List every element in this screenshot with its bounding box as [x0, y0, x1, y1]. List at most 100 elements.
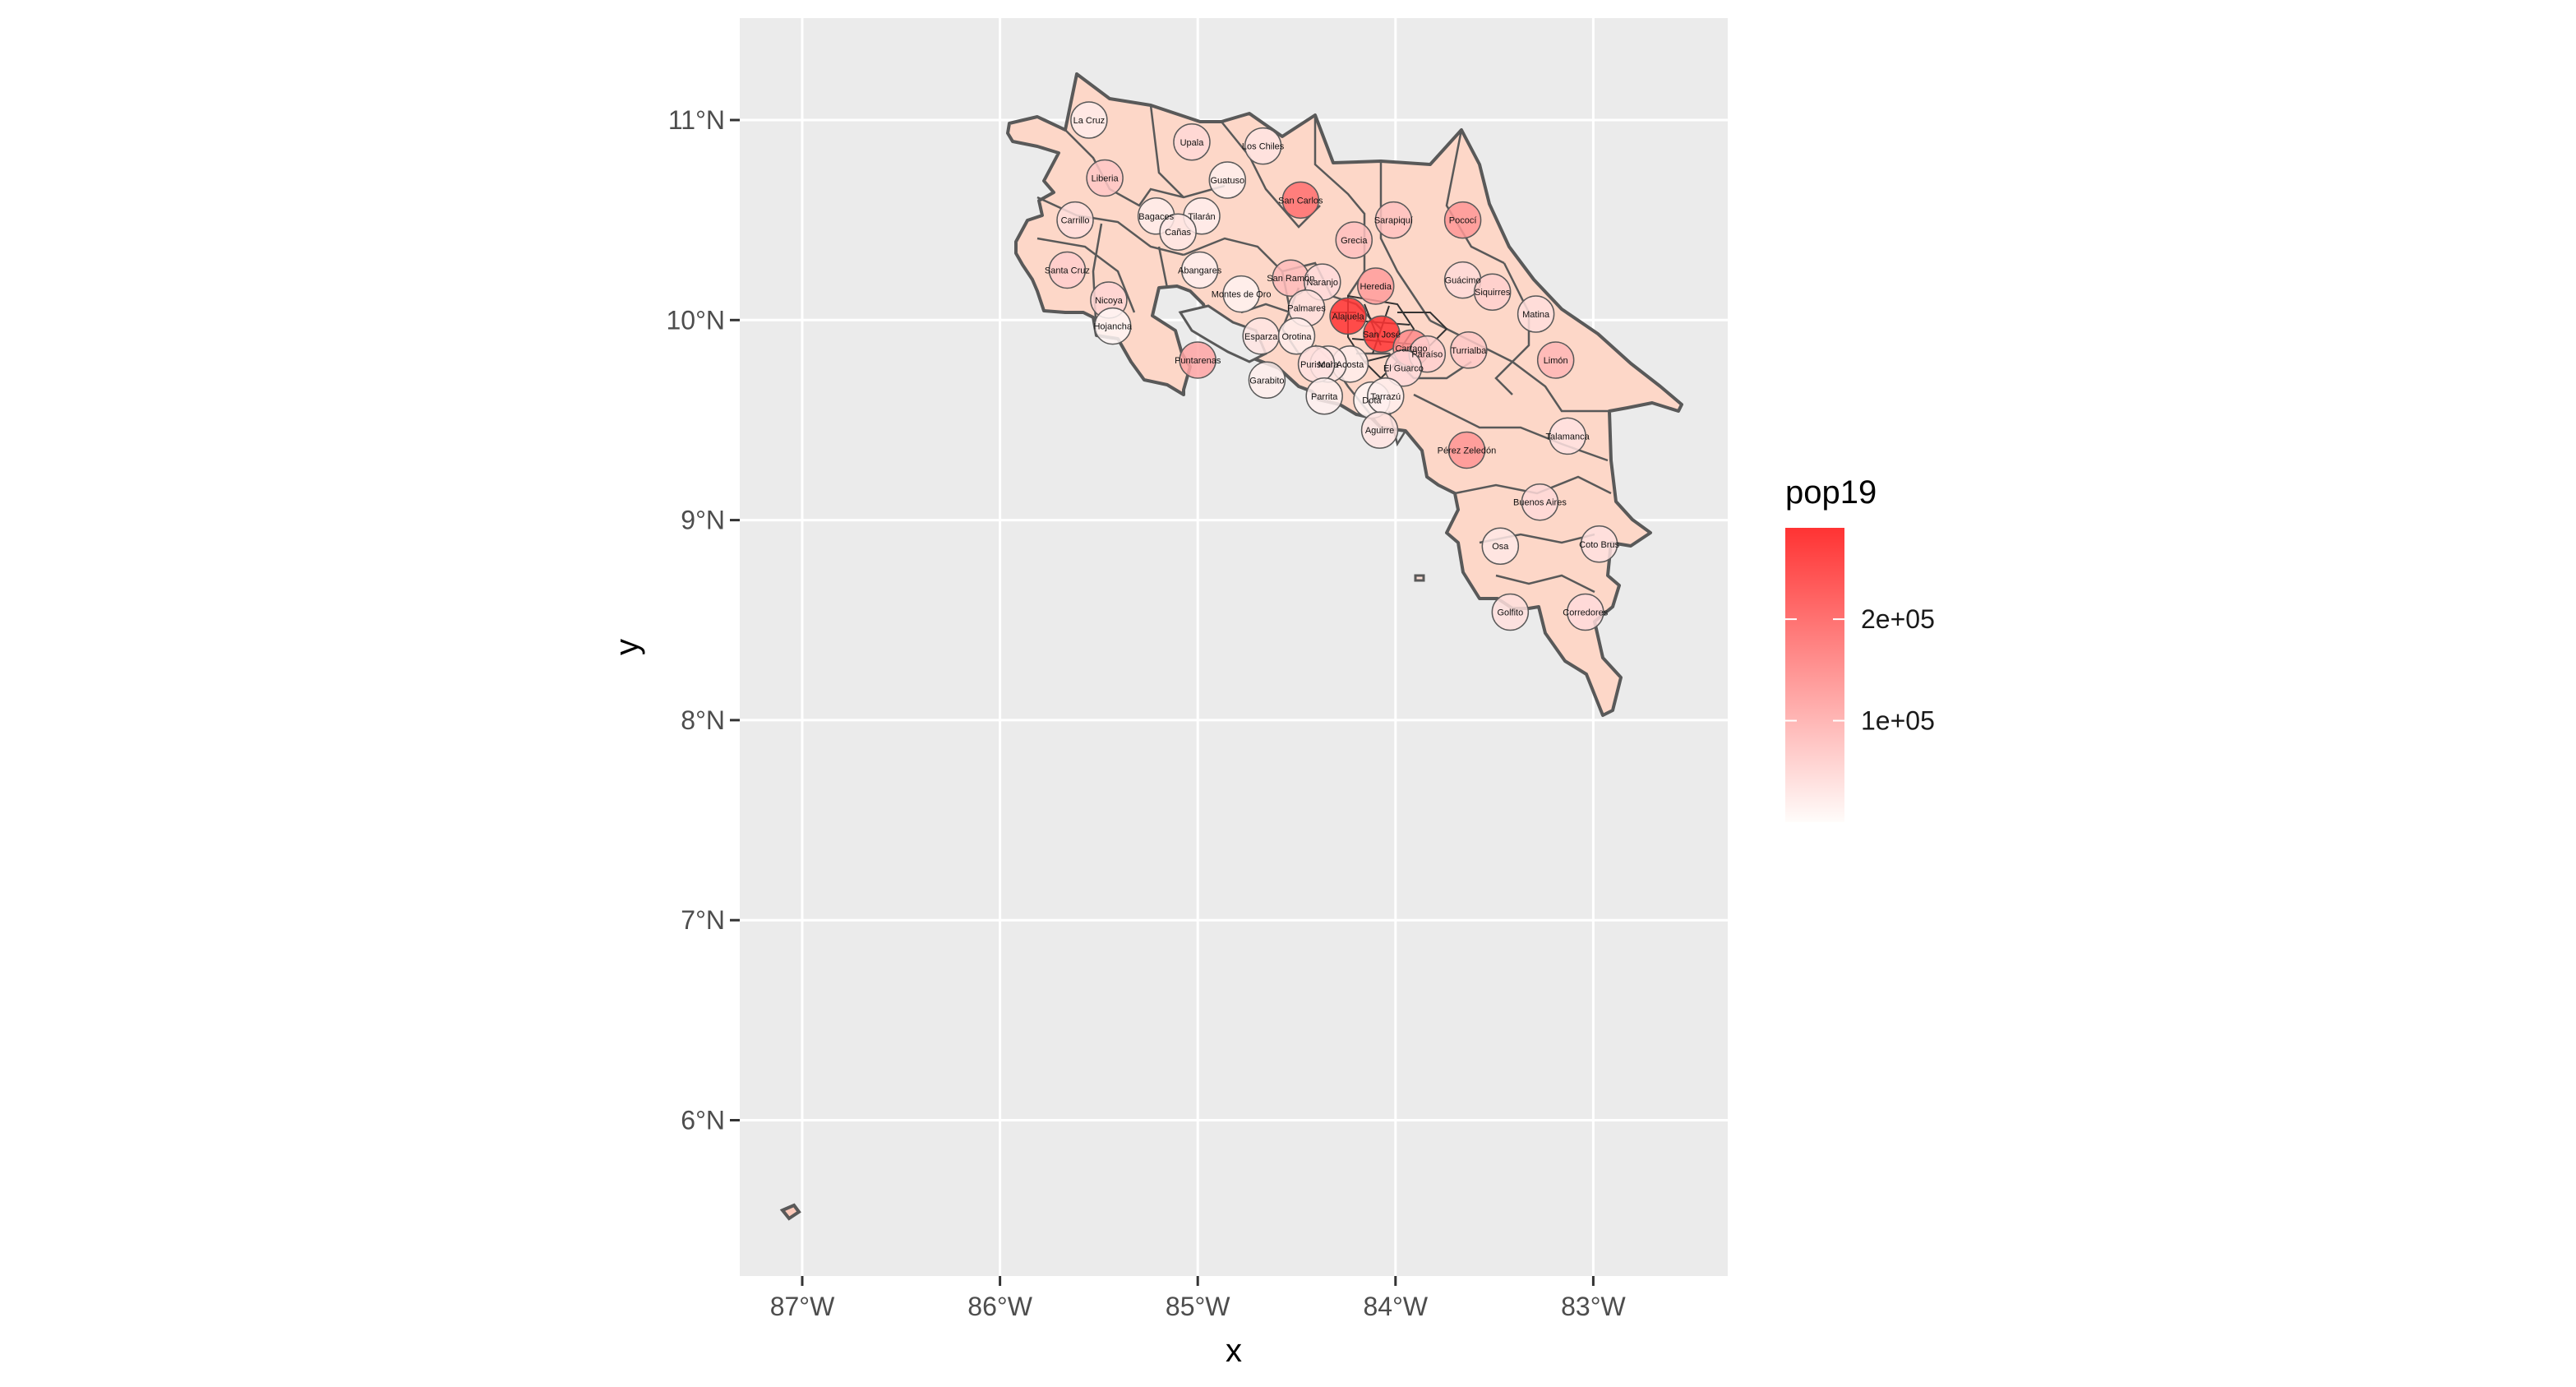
region-label-hojancha: Hojancha	[1093, 322, 1132, 332]
region-abangares	[1180, 251, 1219, 289]
legend-title: pop19	[1785, 474, 1877, 511]
region-liberia	[1086, 159, 1124, 197]
region-label-el-guarco: El Guarco	[1383, 364, 1424, 374]
region-label-tilaran: Tilarán	[1188, 212, 1215, 222]
region-label-talamanca: Talamanca	[1546, 432, 1590, 442]
y-tick-label: 10°N	[667, 305, 726, 335]
region-label-mora: Mora	[1318, 360, 1339, 370]
x-tick-label: 86°W	[967, 1292, 1032, 1321]
region-label-limon: Limón	[1544, 356, 1568, 366]
region-label-tarrazu: Tarrazú	[1370, 392, 1401, 402]
region-label-esparza: Esparza	[1244, 332, 1278, 342]
region-montes-de-oro	[1222, 275, 1260, 313]
region-aguirre	[1360, 411, 1399, 449]
region-label-puntarenas: Puntarenas	[1175, 356, 1221, 366]
region-label-golfito: Golfito	[1497, 608, 1523, 618]
region-siquirres	[1473, 273, 1512, 311]
y-tick-label: 7°N	[681, 905, 725, 935]
region-perez-zeledon	[1447, 431, 1486, 469]
region-label-corredores: Corredores	[1563, 608, 1609, 618]
region-label-upala: Upala	[1180, 138, 1205, 148]
region-markers	[1048, 101, 1618, 631]
region-osa	[1481, 527, 1520, 565]
region-alajuela	[1329, 297, 1367, 335]
region-puntarenas	[1179, 341, 1216, 379]
x-tick-label: 83°W	[1561, 1292, 1626, 1321]
region-canas	[1159, 213, 1197, 251]
region-label-san-jose: San José	[1363, 330, 1401, 340]
region-label-alajuela: Alajuela	[1332, 312, 1364, 321]
cocos-island-outline	[779, 1203, 801, 1221]
region-pococi	[1443, 201, 1482, 239]
region-grecia	[1335, 221, 1373, 259]
x-tick-label: 85°W	[1166, 1292, 1230, 1321]
region-orotina	[1277, 317, 1316, 355]
x-axis-title: x	[1226, 1333, 1242, 1369]
region-label-carrillo: Carrillo	[1061, 216, 1090, 226]
y-tick-label: 9°N	[681, 506, 725, 535]
cano-island-outline	[1414, 574, 1425, 582]
legend-label: 1e+05	[1861, 706, 1935, 736]
region-limon	[1536, 341, 1575, 379]
region-label-guacimo: Guácimo	[1445, 276, 1481, 286]
region-label-pococi: Pococí	[1449, 216, 1477, 226]
region-guatuso	[1208, 161, 1247, 199]
region-label-cartago: Cartago	[1395, 344, 1427, 354]
region-label-abangares: Abangares	[1178, 266, 1222, 275]
legend-ticks: 1e+05 2e+05	[1785, 604, 1935, 736]
legend-colorbar	[1785, 528, 1844, 822]
y-tick-label: 8°N	[681, 705, 725, 735]
region-label-liberia: Liberia	[1092, 174, 1119, 184]
region-los-chiles	[1244, 127, 1282, 165]
region-label-bagaces: Bagaces	[1138, 212, 1174, 222]
region-label-orotina: Orotina	[1281, 332, 1312, 342]
color-legend: pop19 1e+05 2e+05	[1785, 474, 1935, 822]
region-label-parrita: Parrita	[1311, 392, 1338, 402]
region-label-puriscal: Puriscal	[1300, 360, 1332, 370]
region-label-guatuso: Guatuso	[1210, 176, 1244, 186]
region-garabito	[1248, 361, 1286, 400]
y-tick-label: 6°N	[681, 1106, 725, 1135]
region-label-turrialba: Turrialba	[1451, 346, 1487, 356]
region-label-coto-brus: Coto Brus	[1579, 540, 1619, 550]
region-label-los-chiles: Los Chiles	[1242, 142, 1285, 152]
region-san-carlos	[1281, 181, 1320, 220]
region-sarapiqui	[1374, 201, 1413, 239]
region-parrita	[1305, 377, 1343, 415]
region-label-canas: Cañas	[1165, 228, 1191, 238]
region-label-garabito: Garabito	[1249, 376, 1284, 386]
region-santa-cruz	[1048, 251, 1087, 289]
region-label-aguirre: Aguirre	[1365, 426, 1394, 436]
region-label-heredia: Heredia	[1360, 282, 1392, 292]
region-el-guarco	[1384, 349, 1423, 387]
region-corredores	[1567, 593, 1604, 631]
gulf-of-nicoya	[1178, 304, 1267, 363]
region-labels: La Cruz Upala Los Chiles Guatuso Liberia San …	[1045, 116, 1620, 618]
y-tick-label: 11°N	[668, 105, 725, 135]
region-label-dota: Dota	[1362, 396, 1382, 406]
region-label-san-carlos: San Carlos	[1278, 196, 1323, 206]
region-turrialba	[1450, 331, 1488, 369]
x-tick-label: 87°W	[770, 1292, 835, 1321]
region-label-montes-de-oro: Montes de Oro	[1212, 290, 1272, 300]
region-label-grecia: Grecia	[1341, 236, 1368, 246]
region-label-buenos-aires: Buenos Aires	[1513, 498, 1567, 508]
y-axis: 11°N 10°N 9°N 8°N 7°N 6°N	[667, 105, 740, 1135]
x-tick-label: 84°W	[1364, 1292, 1429, 1321]
region-matina	[1517, 295, 1555, 333]
region-label-naranjo: Naranjo	[1307, 278, 1339, 288]
region-label-santa-cruz: Santa Cruz	[1045, 266, 1090, 275]
region-label-palmares: Palmares	[1287, 304, 1326, 314]
region-hojancha	[1093, 307, 1132, 345]
region-coto-brus	[1580, 525, 1618, 563]
region-label-nicoya: Nicoya	[1095, 296, 1124, 306]
region-label-sarapiqui: Sarapiquí	[1374, 216, 1413, 226]
region-label-matina: Matina	[1522, 310, 1550, 320]
region-upala	[1173, 123, 1211, 161]
region-golfito	[1491, 593, 1530, 631]
region-la-cruz	[1070, 101, 1108, 139]
region-label-paraiso: Paraíso	[1411, 350, 1443, 360]
region-label-san-ramon: San Ramón	[1267, 274, 1314, 284]
region-label-osa: Osa	[1492, 542, 1509, 552]
region-buenos-aires	[1521, 483, 1559, 521]
